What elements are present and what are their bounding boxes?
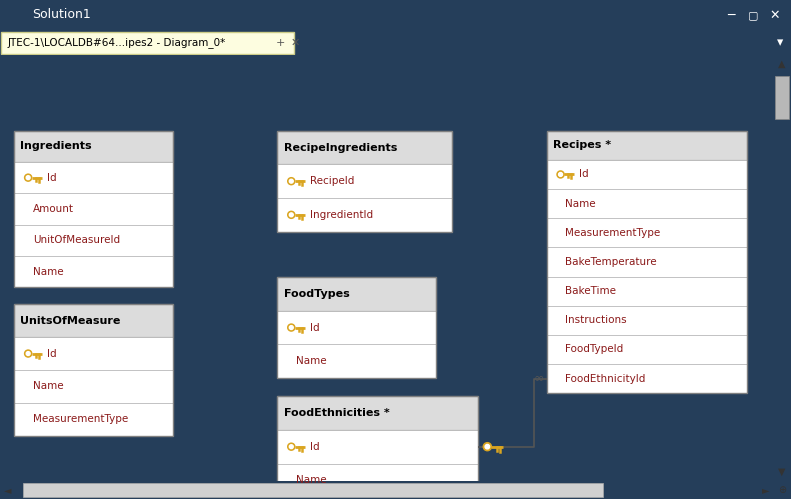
Text: FoodTypeId: FoodTypeId	[565, 344, 623, 354]
Text: BakeTemperature: BakeTemperature	[565, 257, 657, 267]
Text: Name: Name	[32, 266, 63, 276]
Bar	[14, 131, 173, 287]
Bar	[14, 304, 173, 337]
Bar	[547, 248, 747, 276]
Text: MeasurementType: MeasurementType	[32, 414, 128, 424]
Bar	[547, 306, 747, 335]
Text: +: +	[275, 38, 285, 48]
Text: RecipeId: RecipeId	[310, 176, 354, 186]
Text: BakeTime: BakeTime	[565, 286, 616, 296]
Text: FoodEthnicities *: FoodEthnicities *	[284, 408, 389, 418]
Text: ◄: ◄	[4, 485, 11, 495]
Circle shape	[25, 350, 32, 357]
Bar	[278, 277, 436, 378]
Circle shape	[288, 443, 295, 450]
Text: ▾: ▾	[777, 36, 783, 49]
Text: ▲: ▲	[778, 59, 785, 69]
Text: Name: Name	[565, 199, 596, 209]
FancyBboxPatch shape	[1, 32, 294, 54]
Bar	[14, 337, 173, 370]
Text: Id: Id	[47, 173, 57, 183]
Text: ▼: ▼	[778, 467, 785, 477]
Text: Name: Name	[32, 381, 63, 391]
Bar	[547, 218, 747, 248]
Text: Instructions: Instructions	[565, 315, 626, 325]
Bar	[14, 304, 173, 436]
Circle shape	[483, 443, 491, 451]
Bar	[278, 430, 478, 464]
Bar	[278, 277, 436, 311]
Bar	[547, 131, 747, 160]
Bar	[547, 160, 747, 189]
Bar	[547, 276, 747, 306]
Bar	[278, 344, 436, 378]
Bar	[14, 131, 173, 162]
Text: Ingredients: Ingredients	[21, 141, 92, 151]
Text: Id: Id	[580, 170, 589, 180]
Text: IngredientId: IngredientId	[310, 210, 373, 220]
Text: FoodEthnicityId: FoodEthnicityId	[565, 374, 645, 384]
Text: Name: Name	[296, 356, 327, 366]
Bar	[23, 483, 603, 497]
Bar	[278, 198, 452, 232]
Circle shape	[25, 174, 32, 181]
Circle shape	[485, 445, 490, 449]
Bar	[547, 335, 747, 364]
Bar	[278, 396, 478, 497]
Bar	[14, 225, 173, 256]
Circle shape	[288, 324, 295, 331]
Bar	[278, 464, 478, 497]
Bar	[775, 76, 789, 119]
Text: Id: Id	[310, 442, 320, 452]
Text: ⊕: ⊕	[778, 485, 786, 495]
Text: JTEC-1\LOCALDB#64...ipes2 - Diagram_0*: JTEC-1\LOCALDB#64...ipes2 - Diagram_0*	[8, 37, 226, 48]
Text: Id: Id	[47, 349, 57, 359]
Text: ─: ─	[727, 8, 735, 21]
Circle shape	[290, 213, 293, 217]
Text: ►: ►	[762, 485, 769, 495]
Circle shape	[557, 171, 564, 178]
Bar	[278, 396, 478, 430]
Text: Amount: Amount	[32, 204, 74, 214]
Text: ✕: ✕	[770, 8, 780, 21]
Text: ✕: ✕	[290, 38, 300, 48]
Text: ▢: ▢	[747, 10, 759, 20]
Bar	[14, 162, 173, 193]
Text: UnitOfMeasureId: UnitOfMeasureId	[32, 235, 120, 245]
Text: Name: Name	[296, 476, 327, 486]
Text: FoodTypes: FoodTypes	[284, 289, 350, 299]
Text: ∞: ∞	[533, 371, 543, 384]
Bar	[278, 311, 436, 344]
Bar	[278, 131, 452, 164]
Bar	[547, 189, 747, 218]
Circle shape	[26, 352, 30, 355]
Text: Recipes *: Recipes *	[553, 140, 611, 150]
Bar	[14, 403, 173, 436]
Text: Id: Id	[310, 322, 320, 332]
Circle shape	[290, 445, 293, 449]
Circle shape	[26, 176, 30, 180]
Circle shape	[290, 179, 293, 183]
Circle shape	[290, 326, 293, 329]
Circle shape	[558, 173, 562, 177]
Text: RecipeIngredients: RecipeIngredients	[284, 143, 397, 153]
Bar	[278, 164, 452, 198]
Bar	[547, 364, 747, 393]
Text: Solution1: Solution1	[32, 8, 91, 21]
Bar	[14, 193, 173, 225]
Bar	[547, 131, 747, 393]
Circle shape	[288, 211, 295, 219]
Bar	[14, 370, 173, 403]
Text: UnitsOfMeasure: UnitsOfMeasure	[21, 316, 121, 326]
Bar	[278, 131, 452, 232]
Text: MeasurementType: MeasurementType	[565, 228, 660, 238]
Circle shape	[288, 178, 295, 185]
Bar	[14, 256, 173, 287]
